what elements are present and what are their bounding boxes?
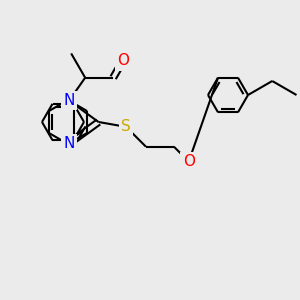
Text: N: N [63,136,75,151]
Text: N: N [63,93,75,108]
Text: O: O [117,53,129,68]
Text: S: S [121,119,131,134]
Text: O: O [183,154,195,169]
